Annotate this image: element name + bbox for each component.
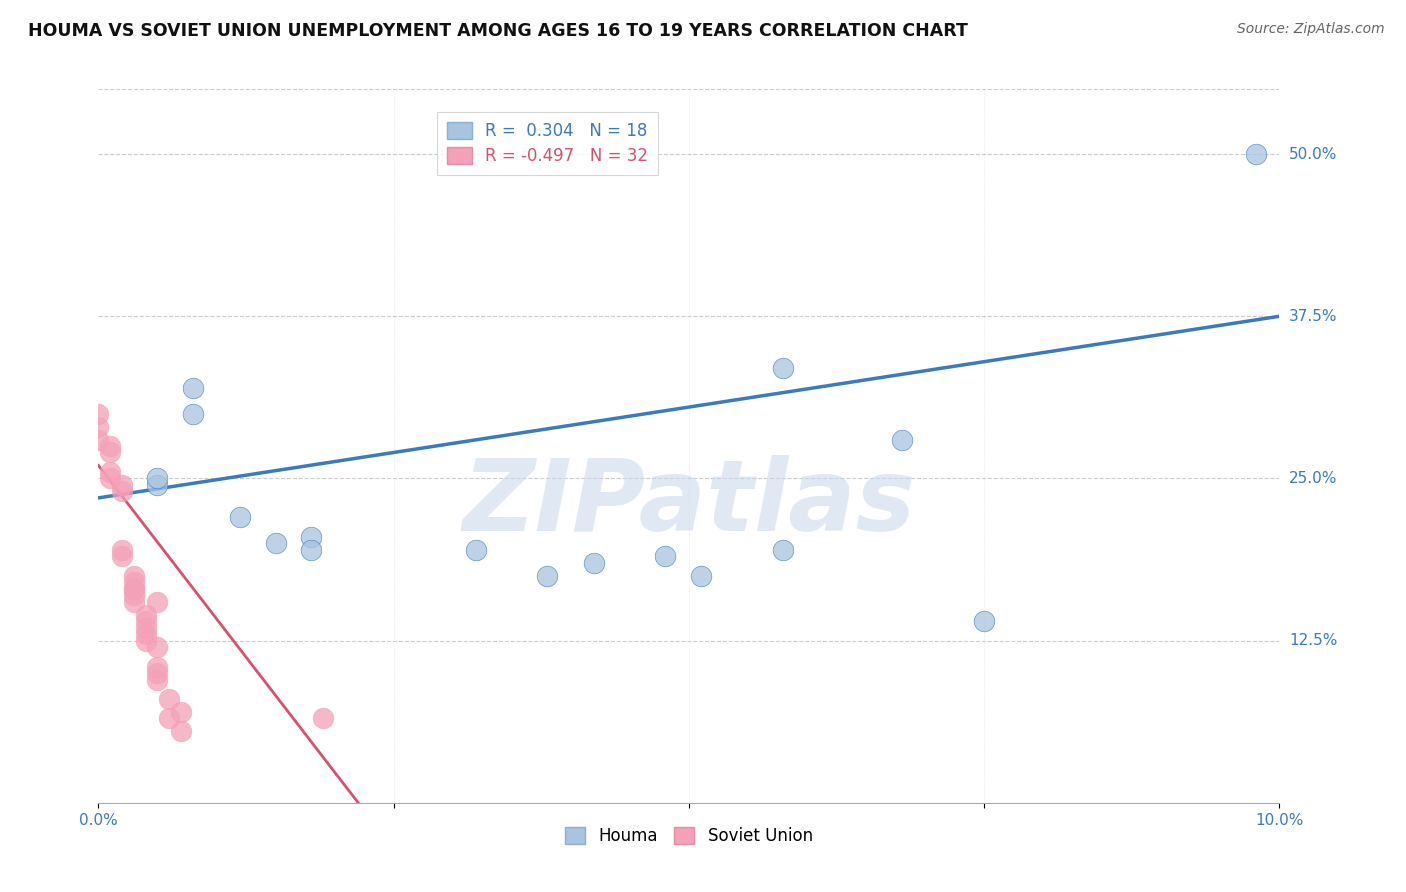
Point [146, 595, 169, 609]
Point [111, 478, 134, 492]
Point [299, 542, 322, 557]
Point [973, 614, 995, 628]
Point [146, 666, 169, 681]
Point [264, 536, 287, 550]
Point [465, 542, 488, 557]
Point [135, 633, 157, 648]
Point [229, 510, 252, 524]
Text: 25.0%: 25.0% [1289, 471, 1337, 486]
Point [772, 361, 794, 376]
Point [157, 692, 180, 706]
Text: 37.5%: 37.5% [1289, 309, 1337, 324]
Text: ZIPatlas: ZIPatlas [463, 455, 915, 551]
Point [772, 542, 794, 557]
Text: 50.0%: 50.0% [1289, 146, 1337, 161]
Point [536, 568, 558, 582]
Point [157, 711, 180, 725]
Point [146, 471, 169, 485]
Point [312, 711, 335, 725]
Point [98, 445, 121, 459]
Point [583, 556, 606, 570]
Text: HOUMA VS SOVIET UNION UNEMPLOYMENT AMONG AGES 16 TO 19 YEARS CORRELATION CHART: HOUMA VS SOVIET UNION UNEMPLOYMENT AMONG… [28, 22, 967, 40]
Point [146, 673, 169, 687]
Point [122, 595, 145, 609]
Point [87, 433, 110, 447]
Point [1244, 147, 1267, 161]
Point [122, 588, 145, 602]
Point [122, 582, 145, 596]
Point [111, 549, 134, 564]
Point [135, 614, 157, 628]
Point [181, 381, 204, 395]
Point [689, 568, 711, 582]
Text: 12.5%: 12.5% [1289, 633, 1337, 648]
Point [122, 582, 145, 596]
Point [654, 549, 676, 564]
Point [98, 471, 121, 485]
Text: Source: ZipAtlas.com: Source: ZipAtlas.com [1237, 22, 1385, 37]
Point [170, 724, 193, 739]
Legend: Houma, Soviet Union: Houma, Soviet Union [558, 820, 820, 852]
Point [122, 575, 145, 590]
Point [170, 705, 193, 719]
Point [111, 484, 134, 499]
Point [146, 640, 169, 654]
Point [122, 568, 145, 582]
Point [890, 433, 912, 447]
Point [135, 607, 157, 622]
Point [135, 621, 157, 635]
Point [146, 478, 169, 492]
Point [87, 419, 110, 434]
Point [98, 465, 121, 479]
Point [111, 542, 134, 557]
Point [299, 530, 322, 544]
Point [146, 659, 169, 673]
Point [87, 407, 110, 421]
Point [135, 627, 157, 641]
Point [98, 439, 121, 453]
Point [181, 407, 204, 421]
